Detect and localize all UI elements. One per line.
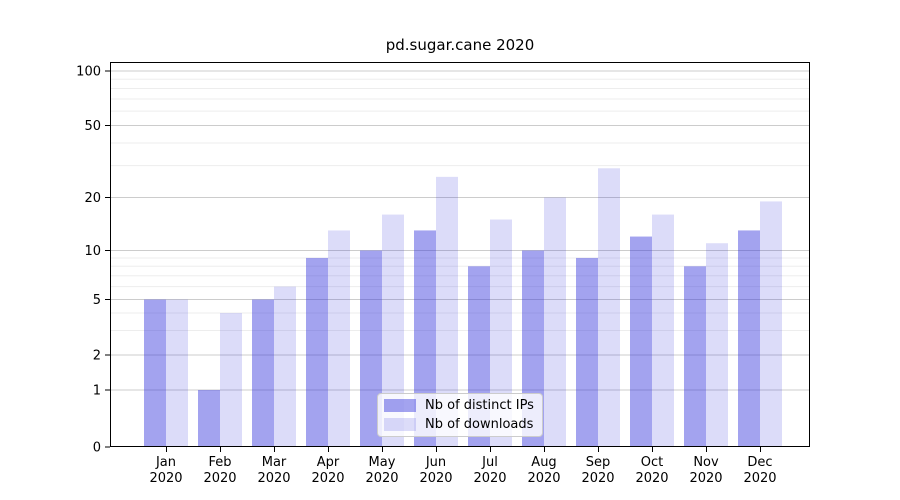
legend: Nb of distinct IPs Nb of downloads xyxy=(377,393,543,437)
x-tick-label-month: Jul xyxy=(481,455,498,470)
x-tick-label-year: 2020 xyxy=(419,471,452,486)
bar-downloads-jul xyxy=(490,219,512,447)
x-tick-label-month: Dec xyxy=(747,455,772,470)
y-tick-label: 5 xyxy=(93,293,101,308)
bar-downloads-may xyxy=(382,214,404,447)
x-tick-label-year: 2020 xyxy=(743,471,776,486)
bar-distinct-ips-apr xyxy=(306,257,328,447)
y-tick-label: 50 xyxy=(84,119,101,134)
bar-downloads-apr xyxy=(328,230,350,447)
bar-distinct-ips-jun xyxy=(414,230,436,447)
x-tick-label-month: Jan xyxy=(155,455,176,470)
x-tick-label-month: Apr xyxy=(317,455,340,470)
x-tick-label-month: Feb xyxy=(208,455,231,470)
legend-swatch-distinct-ips-icon xyxy=(384,399,416,412)
y-tick-label: 100 xyxy=(76,65,101,80)
x-tick-label-year: 2020 xyxy=(635,471,668,486)
y-tick-label: 1 xyxy=(93,384,101,399)
x-tick-label-year: 2020 xyxy=(311,471,344,486)
legend-label-distinct-ips: Nb of distinct IPs xyxy=(425,398,534,413)
y-tick-label: 0 xyxy=(93,441,101,456)
x-tick-label-year: 2020 xyxy=(365,471,398,486)
bar-distinct-ips-dec xyxy=(738,230,760,447)
x-tick-label-year: 2020 xyxy=(473,471,506,486)
y-tick-label: 2 xyxy=(93,349,101,364)
legend-label-downloads: Nb of downloads xyxy=(425,417,534,432)
x-tick-label-month: Nov xyxy=(693,455,719,470)
bar-distinct-ips-may xyxy=(360,250,382,447)
x-tick-label-month: Sep xyxy=(586,455,611,470)
y-tick-label: 20 xyxy=(84,191,101,206)
x-tick-label-year: 2020 xyxy=(149,471,182,486)
bar-downloads-jan xyxy=(166,299,188,447)
bar-downloads-aug xyxy=(544,197,566,447)
bar-downloads-nov xyxy=(706,243,728,447)
bar-distinct-ips-jan xyxy=(144,299,166,447)
legend-item-downloads: Nb of downloads xyxy=(384,417,534,432)
y-tick-label: 10 xyxy=(84,244,101,259)
x-tick-label-year: 2020 xyxy=(203,471,236,486)
bar-downloads-jun xyxy=(436,176,458,447)
bar-downloads-feb xyxy=(220,313,242,447)
x-tick-label-year: 2020 xyxy=(527,471,560,486)
x-tick-label-month: Jun xyxy=(425,455,446,470)
bar-distinct-ips-sep xyxy=(576,257,598,447)
bar-distinct-ips-feb xyxy=(198,390,220,447)
x-tick-label-month: Aug xyxy=(531,455,556,470)
chart-title: pd.sugar.cane 2020 xyxy=(385,36,535,54)
legend-swatch-downloads-icon xyxy=(384,418,416,431)
bar-distinct-ips-mar xyxy=(252,299,274,447)
bar-downloads-oct xyxy=(652,214,674,447)
legend-item-distinct-ips: Nb of distinct IPs xyxy=(384,398,534,413)
x-tick-label-month: May xyxy=(369,455,396,470)
x-tick-label-year: 2020 xyxy=(257,471,290,486)
bar-downloads-dec xyxy=(760,201,782,447)
bar-distinct-ips-oct xyxy=(630,236,652,447)
bar-downloads-mar xyxy=(274,286,296,447)
x-tick-label-month: Mar xyxy=(262,455,287,470)
x-tick-label-year: 2020 xyxy=(581,471,614,486)
plot-spines xyxy=(110,62,810,447)
bar-distinct-ips-nov xyxy=(684,266,706,447)
bar-downloads-sep xyxy=(598,168,620,447)
x-tick-label-month: Oct xyxy=(641,455,663,470)
x-tick-label-year: 2020 xyxy=(689,471,722,486)
